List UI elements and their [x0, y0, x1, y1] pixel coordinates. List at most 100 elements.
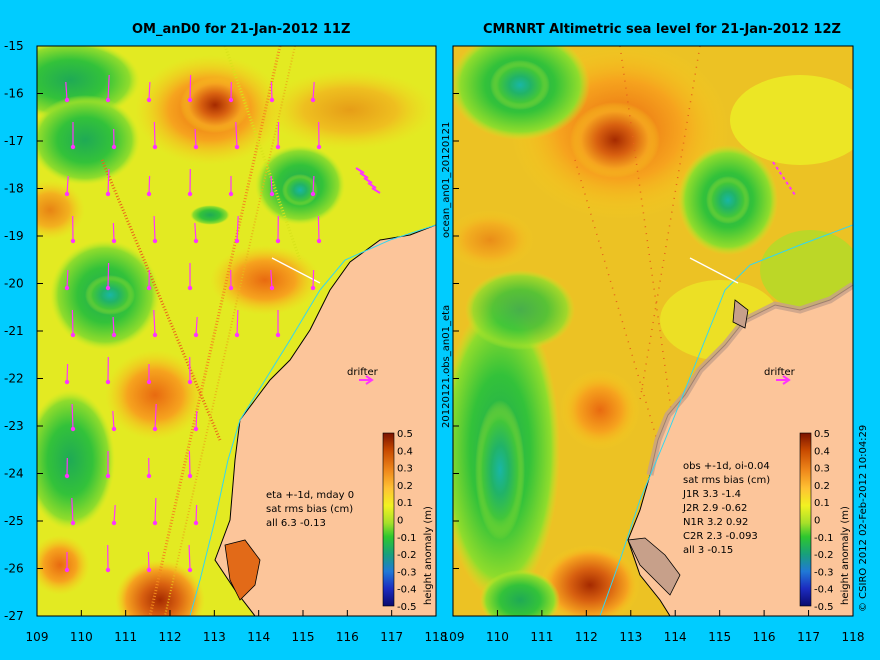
right-colorbar-ticks: 0.5 0.4 0.3 0.2 0.1 0 -0.1 -0.2 -0.3 -0.4 -0.5 [814, 429, 834, 613]
current-arrow [66, 175, 69, 195]
right-x-axis: 109 110 111 112 113 114 115 116 117 118 [442, 610, 864, 644]
left-panel-title: OM_anD0 for 21-Jan-2012 11Z [132, 22, 351, 37]
current-arrow-dot [64, 191, 70, 197]
left-drifter-label: drifter [347, 367, 379, 378]
current-arrow-dot [152, 426, 158, 432]
x-tick-label: 112 [575, 630, 598, 644]
left-x-axis: 109 110 111 112 113 114 115 116 117 118 [26, 610, 447, 644]
current-arrow-dot [105, 473, 111, 479]
colorbar-tick-label: -0.3 [397, 567, 417, 578]
right-side-label: ocean_an01_20120121 [441, 122, 452, 238]
current-arrow-dot [70, 238, 76, 244]
current-arrow [270, 81, 273, 101]
current-arrow-dot [193, 520, 199, 526]
current-arrow-dot [152, 238, 158, 244]
current-arrow [153, 215, 156, 242]
right-colorbar: height anomaly (m) 0.5 0.4 0.3 0.2 0.1 0 -0.1 -… [799, 429, 851, 613]
colorbar-tick-label: -0.5 [814, 602, 834, 613]
x-tick-label: 111 [530, 630, 553, 644]
right-colorbar-label: height anomaly (m) [840, 506, 851, 605]
colorbar-tick-label: -0.2 [814, 550, 834, 561]
current-arrow [66, 363, 69, 383]
x-tick-label: 109 [442, 630, 465, 644]
y-tick-label: -21 [4, 324, 24, 338]
left-y-axis: -15 -16 -17 -18 -19 -20 -21 -22 -23 -24 -25 -26 -27 [4, 39, 459, 623]
current-arrow [112, 316, 115, 336]
current-arrow-dot [152, 332, 158, 338]
current-arrow [189, 74, 192, 101]
left-colorbar-ticks: 0.5 0.4 0.3 0.2 0.1 0 -0.1 -0.2 -0.3 -0.4 -0.5 [397, 429, 417, 613]
right-stats-line-4: J2R 2.9 -0.62 [682, 503, 747, 514]
left-stats-line-1: eta +-1d, mday 0 [266, 490, 354, 501]
x-tick-label: 114 [664, 630, 687, 644]
current-arrow [154, 497, 157, 524]
current-arrow [312, 175, 315, 195]
right-stats-line-1: obs +-1d, oi-0.04 [683, 461, 770, 472]
current-arrow-dot [234, 144, 240, 150]
y-tick-label: -18 [4, 182, 24, 196]
current-arrow [188, 544, 191, 571]
x-tick-label: 113 [203, 630, 226, 644]
current-arrow-dot [146, 567, 152, 573]
left-drifter-arrow-icon [359, 375, 374, 385]
current-arrow-dot [187, 473, 193, 479]
y-tick-label: -15 [4, 39, 24, 53]
current-arrow-dot [275, 238, 281, 244]
current-arrow-dot [111, 520, 117, 526]
current-arrow [235, 121, 238, 148]
current-arrow [71, 497, 74, 524]
left-colorbar-label: height anomaly (m) [423, 506, 434, 605]
current-arrow [71, 309, 74, 336]
current-arrow-dot [64, 567, 70, 573]
current-arrow-dot [152, 520, 158, 526]
current-arrow [194, 128, 197, 148]
current-arrow-dot [111, 426, 117, 432]
current-arrow-dot [70, 144, 76, 150]
current-arrow-dot [187, 567, 193, 573]
current-arrow [188, 450, 191, 477]
left-arrows [64, 74, 381, 573]
current-arrow [65, 81, 68, 101]
x-tick-label: 115 [708, 630, 731, 644]
current-arrow-dot [105, 285, 111, 291]
x-tick-label: 111 [114, 630, 137, 644]
colorbar-tick-label: 0 [814, 516, 820, 527]
colorbar-tick-label: 0 [397, 516, 403, 527]
right-panel-title: CMRNRT Altimetric sea level for 21-Jan-2… [483, 22, 841, 37]
right-map-panel: drifter obs +-1d, oi-0.04 sat rms bias (… [453, 46, 853, 616]
colorbar-tick-label: -0.5 [397, 602, 417, 613]
current-arrow-dot [111, 332, 117, 338]
current-arrow-dot [70, 520, 76, 526]
y-tick-label: -27 [4, 609, 24, 623]
copyright: © CSIRO 2012 02-Feb-2012 10:04:29 [858, 425, 869, 612]
left-map-panel: drifter eta +-1d, mday 0 sat rms bias (c… [37, 46, 436, 616]
current-arrow-dot [310, 97, 316, 103]
y-tick-label: -17 [4, 134, 24, 148]
current-arrow-dot [70, 426, 76, 432]
current-arrow-dot [234, 332, 240, 338]
current-arrow-dot [193, 332, 199, 338]
current-arrow-dot [187, 97, 193, 103]
drifter-track-arrow [359, 172, 369, 179]
current-arrow [236, 215, 239, 242]
current-arrow-dot [70, 332, 76, 338]
current-arrow [113, 504, 116, 524]
current-arrow-dot [269, 285, 275, 291]
current-arrow-dot [64, 97, 70, 103]
x-tick-label: 115 [292, 630, 315, 644]
colorbar-tick-label: 0.4 [814, 446, 830, 457]
colorbar-tick-label: -0.2 [397, 550, 417, 561]
current-arrow [107, 262, 110, 289]
colorbar-tick-label: 0.5 [814, 429, 830, 440]
current-arrow-dot [193, 238, 199, 244]
current-arrow [270, 269, 273, 289]
current-arrow-dot [111, 144, 117, 150]
current-arrow [147, 551, 150, 571]
current-arrow-dot [234, 238, 240, 244]
current-arrow-dot [275, 332, 281, 338]
current-arrow-dot [228, 285, 234, 291]
current-arrow-dot [310, 285, 316, 291]
right-stats-line-3: J1R 3.3 -1.4 [682, 489, 741, 500]
current-arrow-dot [111, 238, 117, 244]
current-arrow [312, 81, 315, 101]
